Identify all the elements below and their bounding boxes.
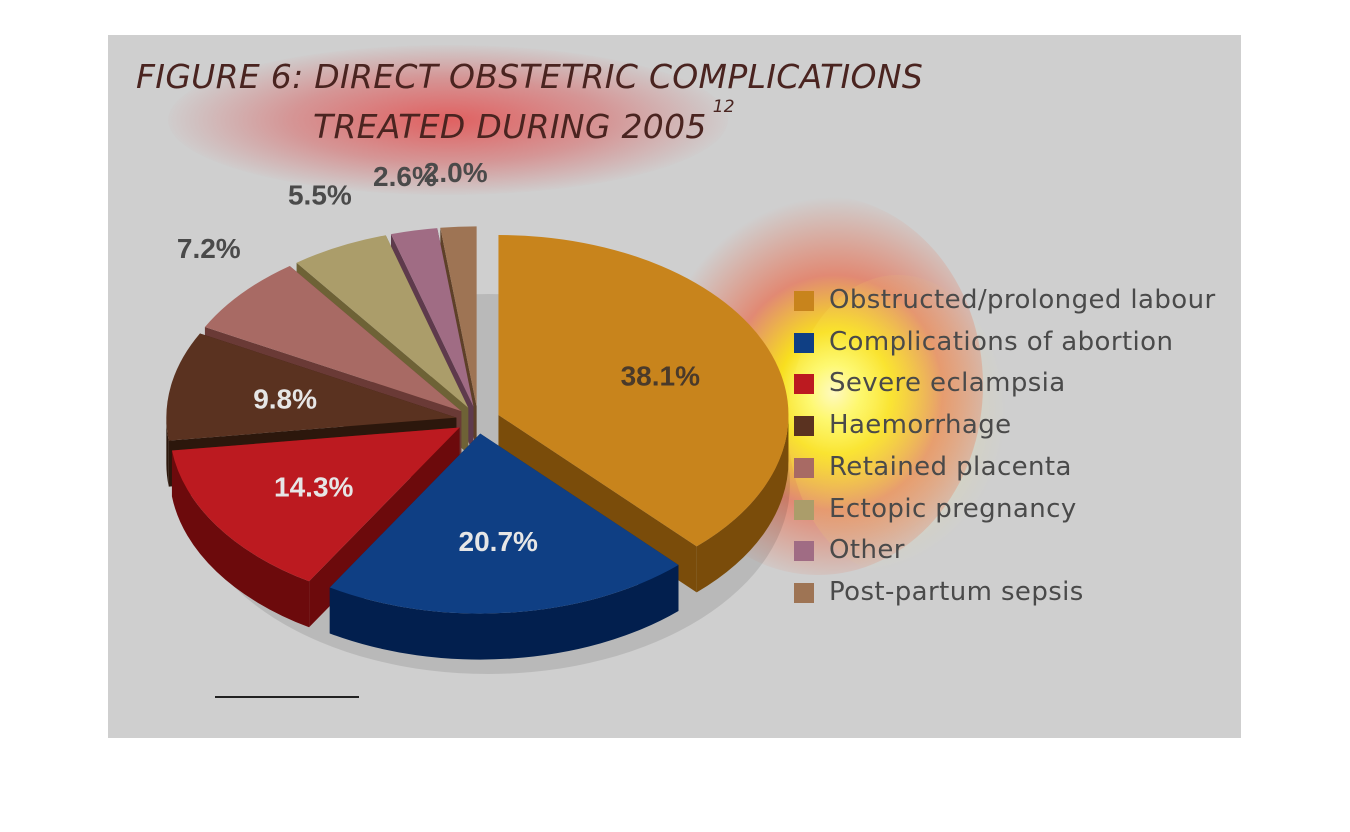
chart-title-line-2: TREATED DURING 2005 12 — [313, 97, 735, 146]
chart-panel: FIGURE 6: DIRECT OBSTETRIC COMPLICATIONS… — [108, 35, 1241, 738]
pie-slice-6-top — [390, 228, 474, 407]
pie-label-3: 9.8% — [253, 383, 317, 414]
pie-label-1: 20.7% — [459, 526, 538, 557]
pie-slice-1-rim — [329, 564, 679, 660]
legend-label: Post-partum sepsis — [829, 576, 1084, 607]
pie-label-6: 2.6% — [373, 161, 437, 192]
pie-slice-0-top — [498, 234, 789, 547]
legend-label: Ectopic pregnancy — [829, 493, 1077, 524]
pie-slice-7-top — [440, 226, 477, 407]
pie-label-2: 14.3% — [274, 471, 353, 502]
legend-label: Complications of abortion — [829, 326, 1174, 357]
legend-swatch — [794, 332, 814, 353]
footnote-rule — [215, 696, 359, 698]
pie-label-4: 7.2% — [177, 233, 241, 264]
legend-swatch — [794, 416, 814, 437]
pie-slice-3-top — [166, 333, 457, 441]
chart-title-line-1: FIGURE 6: DIRECT OBSTETRIC COMPLICATIONS — [136, 57, 924, 96]
legend-label: Severe eclampsia — [829, 368, 1066, 399]
footnote-reference: 12 — [712, 97, 735, 117]
pie-slice-2-rim — [171, 450, 310, 628]
legend-swatch — [794, 291, 814, 311]
legend-swatch — [794, 541, 814, 562]
pie-slice-1-top — [329, 433, 679, 614]
legend-swatch — [794, 499, 814, 520]
pie-label-5: 5.5% — [288, 179, 352, 210]
legend-label: Obstructed/prolonged labour — [829, 285, 1216, 315]
chart-title-line-2-text: TREATED DURING 2005 — [313, 107, 707, 146]
pie-slice-0-rim — [696, 414, 789, 593]
legend-label: Retained placenta — [829, 451, 1072, 482]
legend-label: Haemorrhage — [829, 410, 1012, 441]
pie-label-0: 38.1% — [621, 360, 700, 391]
pie-slice-5-top — [296, 235, 469, 408]
legend-label: Other — [829, 535, 905, 566]
legend-swatch — [794, 457, 814, 478]
pie-slice-4-top — [204, 266, 462, 412]
pie-label-7: 2.0% — [424, 157, 488, 188]
legend-swatch — [794, 374, 814, 395]
pie-slice-3-rim — [166, 417, 169, 487]
pie-slice-2-top — [171, 427, 460, 582]
legend-swatch — [794, 582, 814, 603]
pie-slice-1 — [329, 433, 679, 660]
pie-chart: 38.1% 20.7% 14.3% 9.8% 7.2% 5.5% 2.6%2.0% — [166, 157, 790, 674]
